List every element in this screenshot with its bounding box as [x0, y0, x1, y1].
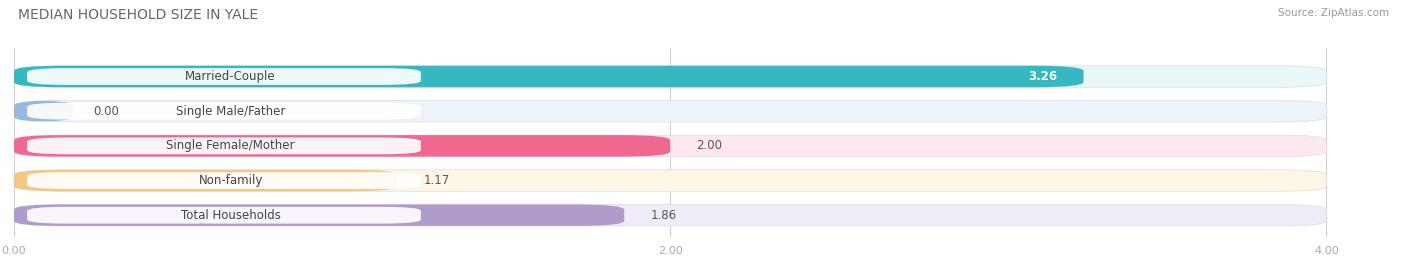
Text: Total Households: Total Households: [180, 209, 281, 222]
Text: Single Male/Father: Single Male/Father: [176, 105, 285, 118]
Text: Single Female/Mother: Single Female/Mother: [166, 139, 295, 152]
FancyBboxPatch shape: [27, 68, 420, 85]
FancyBboxPatch shape: [14, 100, 1326, 122]
Text: Source: ZipAtlas.com: Source: ZipAtlas.com: [1278, 8, 1389, 18]
Text: 2.00: 2.00: [696, 139, 723, 152]
FancyBboxPatch shape: [14, 170, 398, 191]
FancyBboxPatch shape: [14, 135, 1326, 157]
Text: Married-Couple: Married-Couple: [186, 70, 276, 83]
FancyBboxPatch shape: [27, 103, 420, 120]
FancyBboxPatch shape: [14, 204, 624, 226]
FancyBboxPatch shape: [14, 204, 1326, 226]
FancyBboxPatch shape: [27, 172, 420, 189]
Text: 1.17: 1.17: [425, 174, 450, 187]
FancyBboxPatch shape: [14, 135, 671, 157]
Text: Non-family: Non-family: [198, 174, 263, 187]
FancyBboxPatch shape: [27, 207, 420, 224]
FancyBboxPatch shape: [14, 66, 1084, 87]
FancyBboxPatch shape: [27, 137, 420, 154]
Text: 3.26: 3.26: [1028, 70, 1057, 83]
Text: MEDIAN HOUSEHOLD SIZE IN YALE: MEDIAN HOUSEHOLD SIZE IN YALE: [18, 8, 259, 22]
Text: 0.00: 0.00: [93, 105, 118, 118]
FancyBboxPatch shape: [14, 170, 1326, 191]
FancyBboxPatch shape: [14, 100, 73, 122]
FancyBboxPatch shape: [14, 66, 1326, 87]
Text: 1.86: 1.86: [651, 209, 676, 222]
